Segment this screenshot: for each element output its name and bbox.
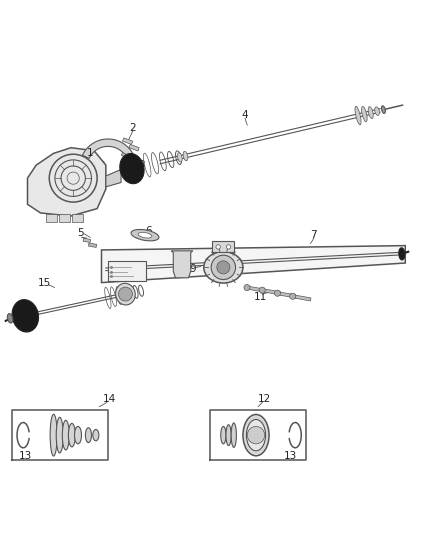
Ellipse shape	[7, 313, 13, 323]
Polygon shape	[247, 286, 265, 292]
Polygon shape	[277, 292, 296, 298]
Ellipse shape	[138, 232, 152, 238]
Ellipse shape	[85, 428, 92, 442]
Text: 14: 14	[102, 394, 116, 404]
Ellipse shape	[62, 421, 69, 450]
Ellipse shape	[93, 430, 99, 441]
Circle shape	[211, 255, 236, 279]
Circle shape	[247, 426, 265, 444]
Text: 12: 12	[258, 394, 271, 404]
Polygon shape	[262, 289, 280, 295]
Text: 7: 7	[311, 230, 317, 240]
Ellipse shape	[183, 151, 188, 161]
Bar	[46, 214, 57, 222]
Ellipse shape	[399, 248, 405, 260]
Polygon shape	[123, 138, 133, 144]
Polygon shape	[28, 148, 106, 216]
Ellipse shape	[74, 426, 81, 444]
Polygon shape	[134, 166, 143, 173]
Bar	[72, 214, 83, 222]
Ellipse shape	[362, 107, 367, 122]
Text: 13: 13	[284, 451, 297, 461]
Ellipse shape	[243, 415, 269, 456]
Bar	[83, 238, 91, 243]
Ellipse shape	[50, 414, 57, 456]
Text: 11: 11	[254, 292, 267, 302]
Text: 8: 8	[206, 260, 213, 269]
Circle shape	[259, 287, 265, 293]
Polygon shape	[121, 152, 130, 158]
Ellipse shape	[56, 417, 63, 453]
Circle shape	[118, 287, 132, 301]
Polygon shape	[129, 144, 139, 151]
Ellipse shape	[355, 106, 361, 125]
Text: 6: 6	[145, 226, 152, 236]
Text: 15: 15	[38, 278, 52, 288]
Text: 13: 13	[19, 451, 32, 461]
Circle shape	[275, 290, 280, 296]
Ellipse shape	[204, 252, 243, 283]
Ellipse shape	[131, 230, 159, 241]
Bar	[108, 261, 146, 281]
Polygon shape	[171, 251, 193, 278]
Ellipse shape	[231, 423, 237, 447]
Circle shape	[290, 293, 296, 300]
Ellipse shape	[375, 107, 379, 115]
Bar	[212, 241, 234, 252]
Ellipse shape	[368, 107, 373, 118]
Circle shape	[217, 261, 230, 274]
Text: 5: 5	[77, 228, 84, 238]
Ellipse shape	[226, 425, 231, 446]
Polygon shape	[102, 246, 405, 282]
Circle shape	[226, 245, 231, 249]
Text: 9: 9	[190, 264, 196, 273]
Polygon shape	[293, 295, 311, 301]
Polygon shape	[82, 139, 134, 160]
Ellipse shape	[12, 300, 39, 332]
Ellipse shape	[68, 423, 75, 447]
Ellipse shape	[381, 106, 385, 114]
Text: 4: 4	[242, 110, 248, 120]
Ellipse shape	[120, 154, 144, 184]
Text: 10: 10	[107, 271, 120, 281]
Polygon shape	[106, 169, 121, 187]
Text: 2: 2	[130, 123, 136, 133]
Ellipse shape	[116, 283, 135, 305]
Bar	[88, 243, 97, 247]
Text: 1: 1	[87, 148, 94, 158]
Bar	[59, 214, 70, 222]
Ellipse shape	[177, 152, 182, 162]
Ellipse shape	[221, 426, 226, 444]
Polygon shape	[128, 159, 136, 165]
Circle shape	[216, 245, 220, 249]
Circle shape	[244, 285, 250, 290]
Ellipse shape	[247, 419, 265, 451]
Text: 3: 3	[138, 160, 145, 170]
